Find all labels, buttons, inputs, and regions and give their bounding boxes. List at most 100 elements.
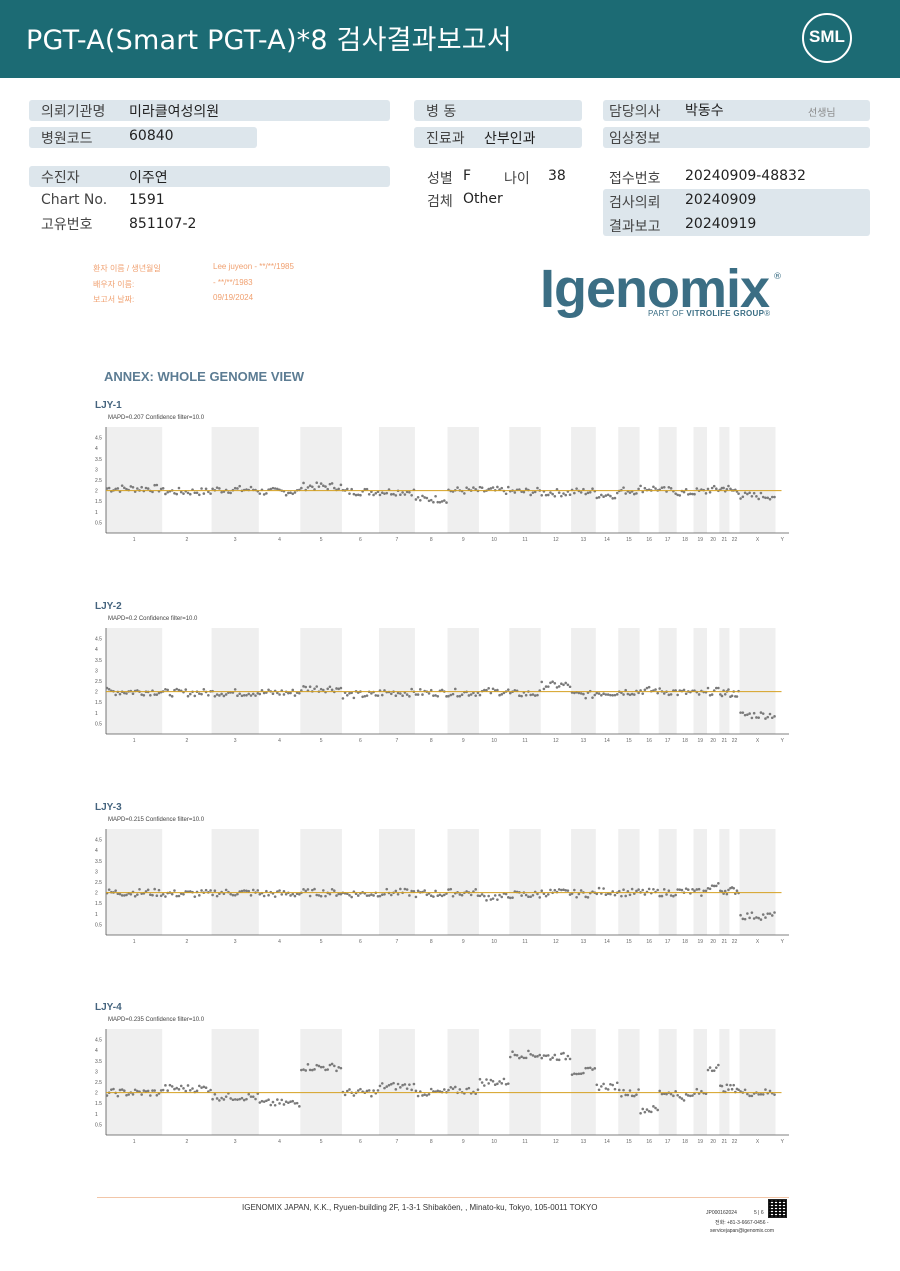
data-point bbox=[669, 1092, 673, 1096]
embedded-spouse-value: - **/**/1983 bbox=[213, 278, 253, 287]
data-point bbox=[335, 894, 338, 897]
data-point bbox=[564, 493, 568, 497]
data-point bbox=[107, 486, 111, 490]
x-tick-label: 5 bbox=[320, 1139, 323, 1145]
x-tick-label: 22 bbox=[732, 738, 738, 744]
data-point bbox=[577, 691, 581, 695]
chromosome-band bbox=[509, 829, 541, 935]
data-point bbox=[449, 887, 453, 891]
data-point bbox=[365, 694, 369, 697]
data-point bbox=[291, 492, 295, 496]
data-point bbox=[269, 1103, 273, 1107]
data-point bbox=[394, 694, 398, 697]
age-label: 나이 bbox=[504, 171, 530, 187]
data-point bbox=[186, 1084, 190, 1087]
data-point bbox=[602, 1082, 605, 1086]
chromosome-data-points bbox=[540, 1051, 572, 1062]
data-point bbox=[529, 693, 532, 697]
data-point bbox=[273, 1103, 277, 1107]
data-point bbox=[229, 491, 232, 495]
data-point bbox=[643, 893, 647, 896]
data-point bbox=[177, 688, 181, 692]
data-point bbox=[242, 694, 246, 697]
data-point bbox=[637, 487, 640, 491]
chromosome-band bbox=[509, 1029, 541, 1135]
data-point bbox=[144, 1090, 148, 1093]
data-point bbox=[480, 893, 484, 896]
chromosome-band bbox=[739, 1029, 776, 1135]
data-point bbox=[511, 1050, 514, 1054]
data-point bbox=[630, 887, 634, 891]
x-tick-label: Y bbox=[781, 738, 785, 744]
chart-title: LJY-4 bbox=[95, 1002, 122, 1013]
x-tick-label: X bbox=[756, 939, 760, 945]
data-point bbox=[260, 689, 264, 692]
data-point bbox=[641, 692, 645, 695]
data-point bbox=[392, 1081, 395, 1085]
data-point bbox=[423, 889, 426, 892]
doctor-suffix: 선생님 bbox=[808, 108, 836, 119]
data-point bbox=[322, 889, 325, 892]
data-point bbox=[500, 486, 504, 490]
data-point bbox=[118, 892, 122, 896]
data-point bbox=[429, 1087, 433, 1091]
data-point bbox=[380, 693, 384, 697]
x-tick-label: 12 bbox=[553, 537, 559, 543]
data-point bbox=[674, 1090, 677, 1093]
data-point bbox=[489, 691, 493, 695]
data-point bbox=[198, 692, 201, 695]
data-point bbox=[714, 487, 718, 491]
data-point bbox=[289, 894, 292, 897]
data-point bbox=[164, 895, 167, 898]
x-tick-label: 9 bbox=[462, 738, 465, 744]
data-point bbox=[506, 896, 510, 899]
data-point bbox=[414, 895, 418, 899]
data-point bbox=[491, 897, 495, 900]
data-point bbox=[302, 888, 305, 891]
chromosome-band bbox=[447, 427, 479, 533]
data-point bbox=[175, 1086, 179, 1090]
data-point bbox=[536, 693, 539, 697]
data-point bbox=[114, 693, 117, 697]
data-point bbox=[394, 1088, 398, 1091]
data-point bbox=[654, 487, 657, 490]
data-point bbox=[125, 487, 128, 491]
data-point bbox=[447, 694, 450, 698]
data-point bbox=[568, 1057, 572, 1061]
data-point bbox=[423, 496, 426, 499]
data-point bbox=[215, 894, 219, 898]
data-point bbox=[365, 487, 369, 491]
data-point bbox=[513, 1053, 517, 1057]
data-point bbox=[472, 691, 475, 695]
chromosome-data-points bbox=[729, 1083, 740, 1094]
data-point bbox=[682, 1099, 686, 1102]
data-point bbox=[195, 1089, 199, 1093]
data-point bbox=[453, 687, 457, 691]
tagline-tm: ® bbox=[764, 309, 771, 318]
data-point bbox=[759, 711, 763, 714]
data-point bbox=[170, 892, 174, 896]
data-point bbox=[678, 494, 682, 497]
data-point bbox=[487, 1082, 490, 1085]
data-point bbox=[175, 894, 179, 898]
data-point bbox=[258, 1101, 262, 1104]
data-point bbox=[242, 889, 246, 892]
data-point bbox=[164, 687, 167, 691]
data-point bbox=[665, 893, 668, 896]
data-point bbox=[723, 692, 727, 696]
data-point bbox=[773, 1093, 776, 1096]
chromosome-data-points bbox=[258, 1098, 301, 1108]
data-point bbox=[553, 494, 557, 498]
data-point bbox=[161, 1088, 165, 1092]
data-point bbox=[706, 1068, 710, 1072]
x-tick-label: 14 bbox=[604, 537, 610, 543]
data-point bbox=[511, 896, 514, 899]
data-point bbox=[628, 893, 632, 897]
data-point bbox=[635, 889, 638, 893]
data-point bbox=[131, 1093, 135, 1096]
genome-plot: 0.511.522.533.544.51 2 3 4 5 6 7 8 9 10 11 12 13 14 15… bbox=[95, 427, 789, 543]
data-point bbox=[249, 894, 253, 897]
chromosome-band bbox=[300, 829, 342, 935]
age-value: 38 bbox=[548, 168, 566, 184]
x-tick-label: 11 bbox=[522, 1139, 527, 1145]
